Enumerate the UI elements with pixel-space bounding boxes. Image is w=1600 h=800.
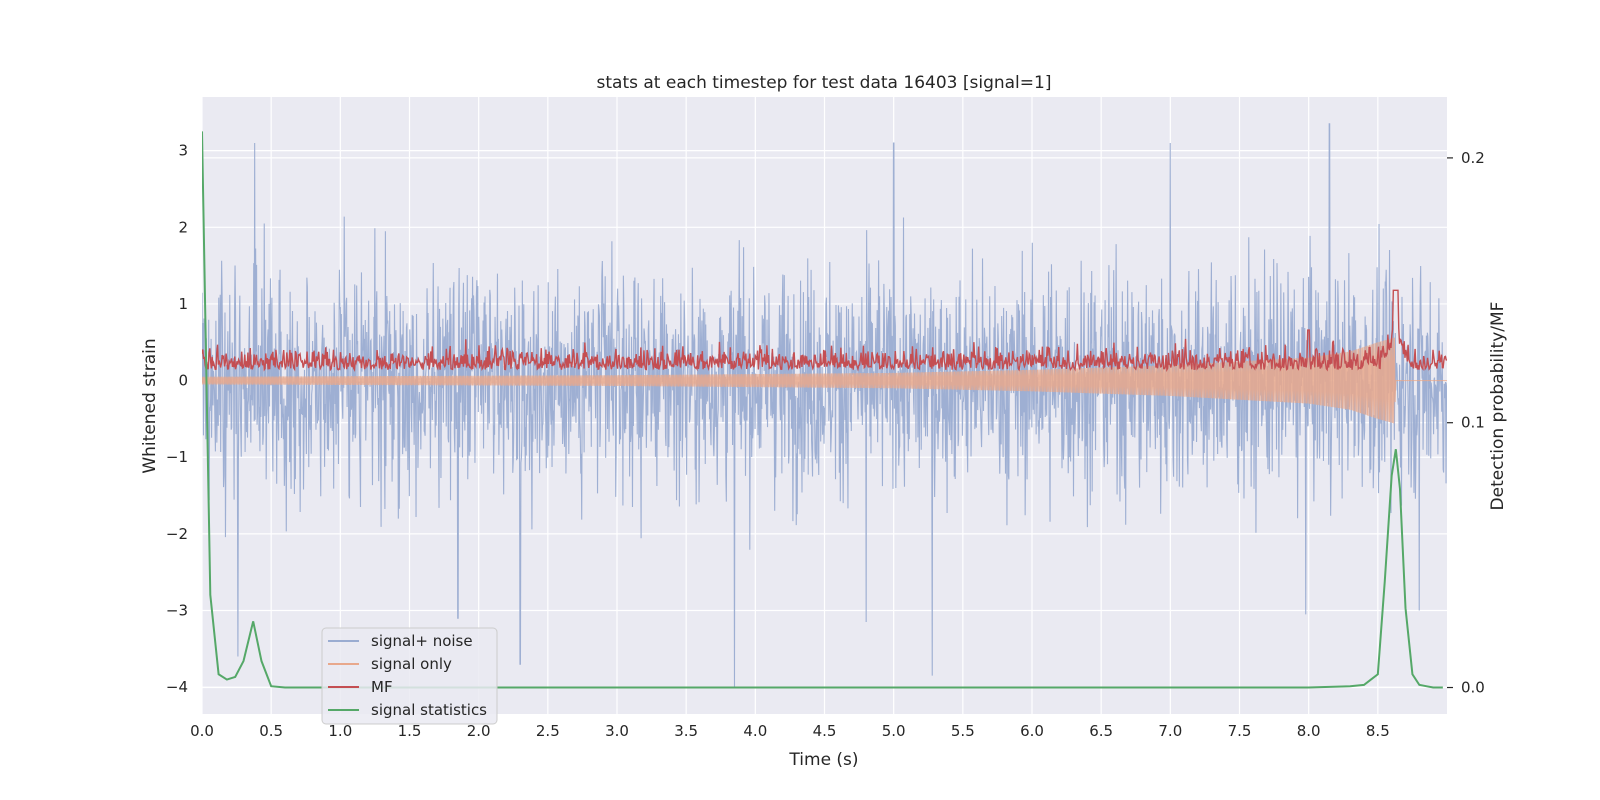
y2-tick-label: 0.2 xyxy=(1461,149,1485,167)
y2-tick-label: 0.0 xyxy=(1461,679,1485,697)
x-tick-label: 7.0 xyxy=(1158,722,1182,740)
x-tick-label: 8.5 xyxy=(1366,722,1390,740)
y-axis-right: 0.2 0.1 0.0 xyxy=(1447,149,1485,697)
x-tick-label: 0.5 xyxy=(259,722,283,740)
x-tick-label: 1.5 xyxy=(398,722,422,740)
x-tick-label: 4.5 xyxy=(813,722,837,740)
y-tick-label: −1 xyxy=(166,448,188,466)
x-tick-label: 5.5 xyxy=(951,722,975,740)
x-tick-label: 0.0 xyxy=(190,722,214,740)
series-mf xyxy=(202,289,1447,373)
x-tick-label: 1.0 xyxy=(328,722,352,740)
x-tick-label: 8.0 xyxy=(1297,722,1321,740)
x-axis-label: Time (s) xyxy=(788,750,858,770)
y-tick-label: 3 xyxy=(178,142,188,160)
series-layer xyxy=(202,123,1447,689)
y-axis-left: 3 2 1 0 −1 −2 −3 −4 xyxy=(166,142,188,697)
y-tick-label: −3 xyxy=(166,602,188,620)
x-tick-label: 7.5 xyxy=(1228,722,1252,740)
y-axis-label: Whitened strain xyxy=(140,338,160,473)
series-signal-noise xyxy=(202,123,1447,688)
series-signal-only xyxy=(202,337,1447,424)
x-tick-label: 2.0 xyxy=(467,722,491,740)
legend-item-mf: MF xyxy=(328,678,393,696)
legend-label-signal-noise: signal+ noise xyxy=(371,632,473,650)
x-tick-label: 6.5 xyxy=(1089,722,1113,740)
chart-title: stats at each timestep for test data 164… xyxy=(597,73,1052,93)
y-tick-label: −2 xyxy=(166,525,188,543)
legend-item-signal-noise: signal+ noise xyxy=(328,632,473,650)
x-tick-label: 5.0 xyxy=(882,722,906,740)
x-axis: 0.0 0.5 1.0 1.5 2.0 2.5 3.0 3.5 4.0 4.5 5.0 5.5 6.0 6… xyxy=(190,722,1390,740)
y-tick-label: −4 xyxy=(166,678,188,696)
legend-item-signal-only: signal only xyxy=(328,655,452,673)
y2-axis-label: Detection probability/MF xyxy=(1488,302,1508,511)
y-tick-label: 0 xyxy=(178,372,188,390)
y-tick-label: 2 xyxy=(178,218,188,236)
x-tick-label: 2.5 xyxy=(536,722,560,740)
legend-box xyxy=(321,627,498,725)
series-signal-statistics xyxy=(202,131,1443,689)
x-tick-label: 6.0 xyxy=(1020,722,1044,740)
x-tick-label: 4.0 xyxy=(743,722,767,740)
legend-label-signal-statistics: signal statistics xyxy=(371,701,487,719)
x-tick-label: 3.5 xyxy=(674,722,698,740)
legend-item-signal-statistics: signal statistics xyxy=(328,701,487,719)
legend-label-signal-only: signal only xyxy=(371,655,452,673)
legend-label-mf: MF xyxy=(371,678,393,696)
y2-tick-label: 0.1 xyxy=(1461,414,1485,432)
x-tick-label: 3.0 xyxy=(605,722,629,740)
y-tick-label: 1 xyxy=(178,295,188,313)
legend: signal+ noise signal only MF signal stat… xyxy=(321,627,498,725)
